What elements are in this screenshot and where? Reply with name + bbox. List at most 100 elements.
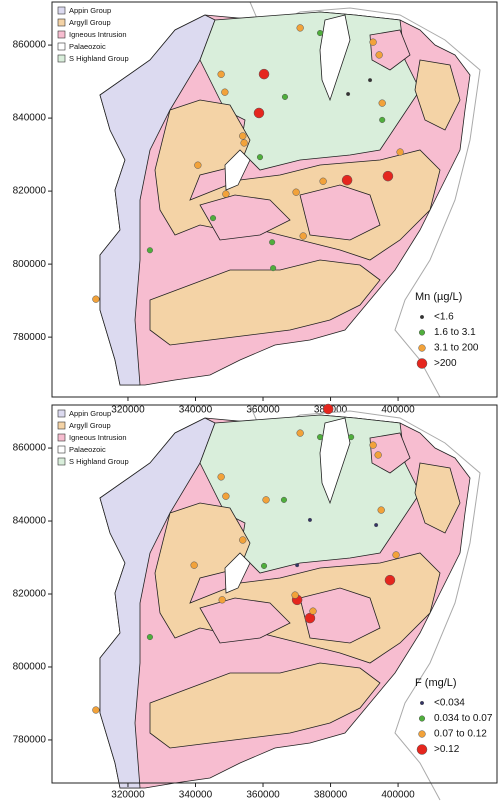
sample-point <box>92 295 100 303</box>
sample-point <box>296 429 304 437</box>
legend-symbol <box>418 344 426 352</box>
x-tick-label: 320000 <box>111 405 145 416</box>
sample-point <box>319 177 327 185</box>
sample-point <box>217 473 225 481</box>
sample-point <box>369 38 377 46</box>
legend-symbol <box>418 730 426 738</box>
sample-point <box>210 215 217 222</box>
legend-symbol <box>418 329 426 336</box>
sample-point <box>262 496 270 504</box>
legend-symbol <box>416 358 428 369</box>
legend-label: Igneous Intrusion <box>69 433 127 442</box>
legend-label: <1.6 <box>434 312 454 323</box>
legend-symbol <box>419 314 425 320</box>
legend-symbol <box>419 700 425 706</box>
x-tick-label: 400000 <box>381 790 415 801</box>
legend-label: >200 <box>434 358 457 369</box>
legend-swatch <box>57 18 66 27</box>
legend-label: S Highland Group <box>69 457 129 466</box>
sample-point <box>258 68 270 80</box>
sample-point <box>322 403 334 415</box>
y-tick-label: 800000 <box>13 662 47 673</box>
sample-point <box>374 522 379 528</box>
legend-label: <0.034 <box>434 698 465 709</box>
legend-label: 0.034 to 0.07 <box>434 713 493 724</box>
sample-point <box>307 517 313 522</box>
sample-point <box>295 563 300 568</box>
legend-swatch <box>57 433 66 442</box>
sample-point <box>222 190 230 198</box>
sample-point <box>222 492 230 500</box>
geology-map <box>99 1 481 398</box>
sample-point <box>146 247 153 254</box>
sample-point <box>239 536 247 544</box>
legend-label: Appin Group <box>69 6 111 15</box>
geology-map <box>99 404 481 801</box>
sample-point <box>280 496 288 503</box>
y-tick-label: 820000 <box>13 186 47 197</box>
sample-point <box>296 24 304 32</box>
legend-swatch <box>57 30 66 39</box>
legend-swatch <box>57 409 66 418</box>
legend-label: Palaeozoic <box>69 42 106 51</box>
sample-point <box>217 70 225 78</box>
sample-point <box>341 174 353 186</box>
legend-label: S Highland Group <box>69 54 129 63</box>
legend-label: >0.12 <box>434 744 460 755</box>
legend-label: Argyll Group <box>69 18 111 27</box>
legend-swatch <box>57 445 66 454</box>
x-tick-label: 400000 <box>381 405 415 416</box>
sample-point <box>239 132 247 140</box>
sample-point <box>374 451 382 459</box>
legend-label: 3.1 to 200 <box>434 343 479 354</box>
sample-point <box>269 239 276 246</box>
y-tick-label: 840000 <box>13 113 47 124</box>
sample-point <box>218 596 226 604</box>
sample-point <box>260 562 268 569</box>
sample-point <box>256 154 264 161</box>
sample-point <box>299 232 307 240</box>
legend-label: 1.6 to 3.1 <box>434 327 476 338</box>
legend-symbol <box>416 744 428 755</box>
legend-swatch <box>57 54 66 63</box>
panels: 320000 340000 360000 380000 400000 780000 8000… <box>13 1 498 801</box>
legend-label: 0.07 to 0.12 <box>434 729 487 740</box>
sample-point <box>291 591 299 599</box>
x-tick-label: 360000 <box>246 405 280 416</box>
sample-point <box>190 561 198 569</box>
legend-swatch <box>57 457 66 466</box>
legend-symbol <box>418 715 426 722</box>
x-tick-label: 320000 <box>111 790 145 801</box>
sample-point <box>377 506 385 514</box>
x-tick-label: 360000 <box>246 790 280 801</box>
sample-point <box>379 116 386 123</box>
legend-label: Appin Group <box>69 409 111 418</box>
geology-legend: Appin Group Argyll Group Igneous Intrusion… <box>57 6 129 63</box>
sample-point <box>392 551 400 559</box>
map-frame <box>51 1 498 398</box>
sample-point <box>146 634 153 641</box>
x-tick-label: 380000 <box>314 790 348 801</box>
sample-point <box>382 170 394 182</box>
sample-point <box>309 607 317 615</box>
points-legend-title: F (mg/L) <box>415 677 457 689</box>
legend-label: Igneous Intrusion <box>69 30 127 39</box>
x-tick-label: 340000 <box>179 405 213 416</box>
sample-point <box>221 88 229 96</box>
sample-point <box>92 706 100 714</box>
legend-label: Argyll Group <box>69 421 111 430</box>
legend-swatch <box>57 6 66 15</box>
sample-point <box>317 29 324 37</box>
sample-point <box>368 78 373 83</box>
sample-point <box>281 93 289 100</box>
points-legend-title: Mn (µg/L) <box>415 291 462 303</box>
y-tick-label: 860000 <box>13 443 47 454</box>
x-tick-label: 340000 <box>179 790 213 801</box>
map-panel: 320000 340000 360000 380000 400000 780000 8000… <box>13 403 498 801</box>
sample-point <box>270 265 277 272</box>
sample-point <box>384 574 396 586</box>
sample-point <box>348 434 355 441</box>
sample-point <box>369 441 377 449</box>
sample-point <box>375 51 383 59</box>
